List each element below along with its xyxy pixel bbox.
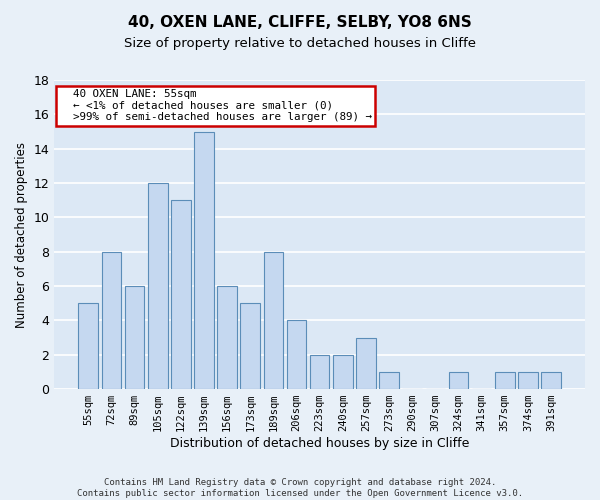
Y-axis label: Number of detached properties: Number of detached properties (15, 142, 28, 328)
Bar (171, 200, 191, 389)
Bar (333, 354, 353, 389)
Bar (79, 303, 98, 389)
Bar (541, 372, 561, 389)
Bar (263, 252, 283, 389)
Bar (287, 320, 307, 389)
Text: 40 OXEN LANE: 55sqm
  ← <1% of detached houses are smaller (0)
  >99% of semi-de: 40 OXEN LANE: 55sqm ← <1% of detached ho… (59, 90, 371, 122)
Bar (241, 303, 260, 389)
Bar (194, 132, 214, 389)
Bar (518, 372, 538, 389)
Bar (148, 183, 167, 389)
Bar (101, 252, 121, 389)
Bar (379, 372, 399, 389)
Bar (125, 286, 145, 389)
Text: Contains HM Land Registry data © Crown copyright and database right 2024.
Contai: Contains HM Land Registry data © Crown c… (77, 478, 523, 498)
Text: 40, OXEN LANE, CLIFFE, SELBY, YO8 6NS: 40, OXEN LANE, CLIFFE, SELBY, YO8 6NS (128, 15, 472, 30)
X-axis label: Distribution of detached houses by size in Cliffe: Distribution of detached houses by size … (170, 437, 469, 450)
Bar (217, 286, 237, 389)
Bar (495, 372, 515, 389)
Text: Size of property relative to detached houses in Cliffe: Size of property relative to detached ho… (124, 38, 476, 51)
Bar (449, 372, 469, 389)
Bar (356, 338, 376, 389)
Bar (310, 354, 329, 389)
